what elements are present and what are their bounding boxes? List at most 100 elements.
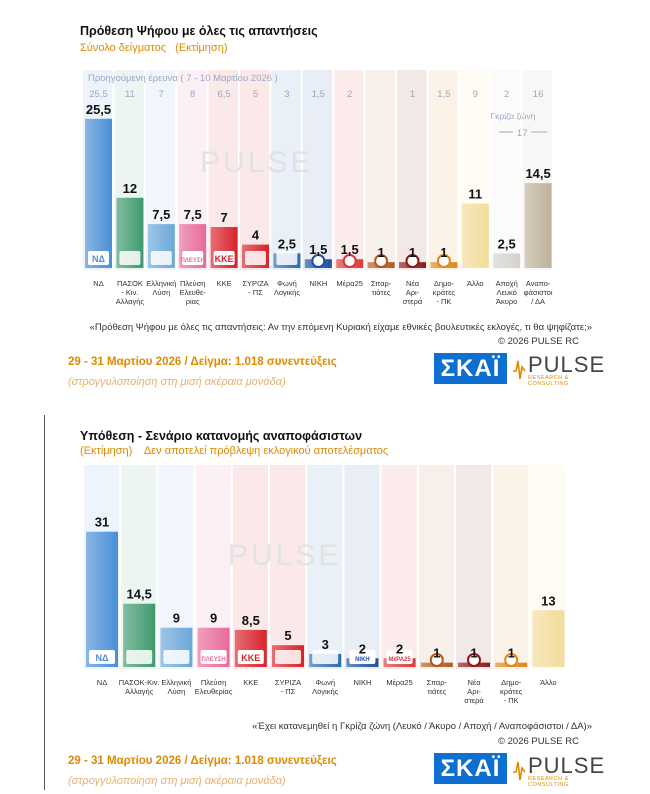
category-label: ΝΔ [93,279,103,288]
question-text: «Πρόθεση Ψήφου με όλες τις απαντήσεις: Α… [89,322,592,333]
category-label: Λευκό [497,288,517,297]
previous-value: 1 [410,89,415,100]
pulse-logo: PULSE RESEARCH & CONSULTING [512,753,604,788]
previous-value: 3 [284,89,289,100]
party-logo [504,653,519,667]
category-label: Μέρα25 [336,279,363,288]
party-logo [126,650,153,664]
column-background [418,465,454,669]
category-label: Δημο- [501,678,522,687]
value-label: 2,5 [278,236,296,251]
chart-subtitle: (Εκτίμηση) Δεν αποτελεί πρόβλεψη εκλογικ… [80,445,389,457]
party-logo [429,653,444,667]
category-label: Φωνή [277,279,297,288]
pulse-wordmark: PULSE [528,352,606,377]
chart-title: Υπόθεση - Σενάριο κατανομής αναποφάσιστω… [80,429,363,443]
pulse-logo: PULSE RESEARCH & CONSULTING [512,352,604,387]
column-background [302,70,333,270]
value-label: 12 [123,181,137,196]
value-label: 9 [173,611,180,626]
category-label: στερά [464,696,484,705]
category-label: Λογικής [274,288,301,297]
party-logo [150,251,172,265]
survey-date: 29 - 31 Μαρτίου 2026 / Δείγμα: 1.018 συν… [68,356,337,368]
party-logo-text: ΠΛΕΥΣΗ [181,258,205,264]
category-label: κράτες [433,288,456,297]
vote-intention-chart: PULSE Προηγούμενη έρευνα ( 7 - 10 Μαρτίου… [83,70,553,306]
value-label: 1 [377,245,384,260]
column-background [344,465,380,669]
value-label: 8,5 [242,613,260,628]
column-background [240,70,270,270]
previous-value: 2 [504,89,509,100]
category-label: / ΔΑ [531,297,545,306]
rounding-note: (στρογγυλοποίηση στη μισή ακέραια μονάδα… [68,376,286,388]
category-label: Δημο- [434,279,455,288]
category-label: - ΠΚ [436,297,451,306]
category-label: Μέρα25 [386,678,413,687]
value-label: 2 [396,641,403,656]
party-logo [386,650,413,664]
value-label: 2 [359,641,366,656]
category-label: ΝΙΚΗ [353,678,371,687]
category-label: ΚΚΕ [217,279,232,288]
party-logo [374,254,389,268]
value-label: 1,5 [341,242,359,257]
category-label: ΣΥΡΙΖΑ [242,279,268,288]
category-label: - ΠΣ [281,687,296,696]
category-label: Νέα [406,279,420,288]
party-logo-text: ΝΔ [96,653,109,663]
pulse-wordmark: PULSE [528,753,606,778]
value-label: 9 [210,611,217,626]
previous-value: 5 [253,89,258,100]
category-label: Λύση [152,288,170,297]
category-label: Ελευθε- [180,288,207,297]
category-label: φάσιστοι [524,288,553,297]
party-logo [467,653,481,667]
bar [532,610,565,667]
bar [85,118,112,269]
value-label: 14,5 [525,166,550,181]
category-label: Ελευθερίας [195,687,233,696]
category-label: κράτες [500,687,523,696]
previous-value: 7 [159,89,164,100]
column-background [428,70,458,270]
value-label: 5 [284,628,291,643]
previous-value: 11 [125,89,135,100]
bar [86,531,118,667]
party-logo-text: ΚΚΕ [241,653,260,663]
category-label: Άκυρο [496,297,517,306]
category-label: ριας [186,297,200,306]
party-logo [119,251,141,265]
previous-value: 2 [347,89,352,100]
value-label: 1,5 [309,242,327,257]
category-label: Νέα [467,678,481,687]
rounding-note: (στρογγυλοποίηση στη μισή ακέραια μονάδα… [68,775,286,787]
party-logo [349,650,376,664]
survey-date: 29 - 31 Μαρτίου 2026 / Δείγμα: 1.018 συν… [68,755,337,767]
category-label: Πλεύση [201,678,226,687]
panel-undecided-scenario: Υπόθεση - Σενάριο κατανομής αναποφάσιστω… [0,405,650,794]
party-logo-text: ΚΚΕ [215,254,234,264]
skai-logo: ΣΚΑΪ [434,753,507,784]
category-label: Σπαρ- [427,678,448,687]
panel-all-answers: Πρόθεση Ψήφου με όλες τις απαντήσεις Σύν… [68,24,604,388]
grey-zone-label: Γκρίζα ζώνη [490,111,535,121]
column-background [456,465,492,669]
category-label: στερά [403,297,423,306]
party-logo [436,254,451,268]
party-logo [88,251,109,265]
column-background [491,70,521,270]
bar [461,203,489,268]
value-label: 4 [252,228,260,243]
bar [524,183,552,268]
value-label: 7,5 [184,207,202,222]
column-background [307,465,343,669]
category-label: ΣΥΡΙΖΑ [275,678,301,687]
category-label: - Κιν. [121,288,138,297]
value-label: 31 [95,515,109,530]
column-background [334,70,364,270]
value-label: 11 [468,187,482,202]
value-label: 25,5 [86,102,111,117]
category-label: Αναπο- [526,279,551,288]
